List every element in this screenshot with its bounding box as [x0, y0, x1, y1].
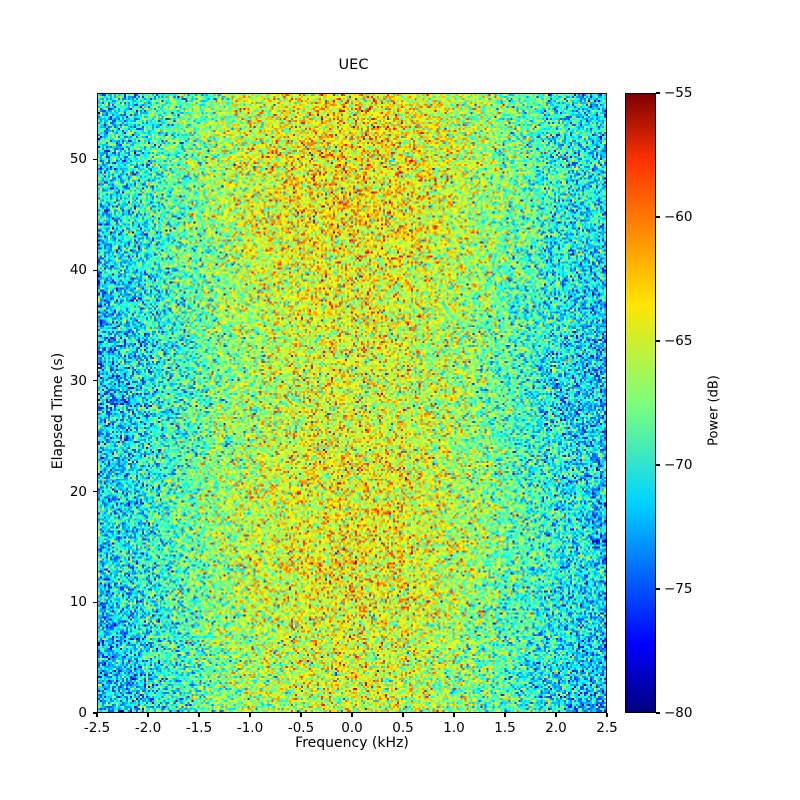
- spectrogram-plot-area[interactable]: [97, 93, 607, 713]
- x-tick-label: 1.0: [443, 720, 465, 736]
- x-tick-label: 0.0: [341, 720, 363, 736]
- colorbar-tick-label: −75: [664, 581, 693, 597]
- colorbar-gradient: [626, 94, 655, 712]
- x-tick-label: -0.5: [287, 720, 315, 736]
- x-tick-mark: [249, 713, 251, 717]
- colorbar-tick-mark: [656, 92, 660, 94]
- colorbar-tick-label: −70: [664, 457, 693, 473]
- title-line-station: UEC: [338, 57, 369, 74]
- x-tick-mark: [96, 713, 98, 717]
- y-tick-mark: [93, 712, 97, 714]
- colorbar-label: Power (dB): [706, 375, 722, 446]
- x-tick-mark: [300, 713, 302, 717]
- x-axis-label: Frequency (kHz): [295, 735, 409, 751]
- spectrogram-image: [98, 94, 606, 712]
- x-tick-mark: [402, 713, 404, 717]
- y-tick-mark: [93, 158, 97, 160]
- y-tick-label: 20: [69, 483, 87, 500]
- x-tick-mark: [198, 713, 200, 717]
- x-tick-label: -2.5: [83, 720, 111, 736]
- x-tick-mark: [606, 713, 608, 717]
- y-tick-label: 0: [78, 705, 87, 721]
- colorbar-tick-label: −65: [664, 333, 693, 349]
- x-tick-mark: [453, 713, 455, 717]
- y-tick-mark: [93, 601, 97, 603]
- y-axis-label: Elapsed Time (s): [50, 352, 66, 470]
- colorbar-tick-label: −80: [664, 705, 693, 721]
- y-tick-label: 50: [69, 151, 87, 168]
- colorbar[interactable]: [625, 93, 656, 713]
- colorbar-tick-mark: [656, 588, 660, 590]
- x-tick-label: -2.0: [134, 720, 162, 736]
- colorbar-tick-label: −55: [664, 85, 693, 101]
- y-tick-mark: [93, 269, 97, 271]
- x-tick-mark: [147, 713, 149, 717]
- colorbar-tick-mark: [656, 216, 660, 218]
- x-tick-label: 1.5: [494, 720, 516, 736]
- x-tick-label: -1.5: [185, 720, 213, 736]
- colorbar-tick-label: −60: [664, 209, 693, 225]
- y-tick-label: 40: [69, 262, 87, 279]
- x-tick-label: -1.0: [236, 720, 264, 736]
- colorbar-tick-mark: [656, 464, 660, 466]
- y-tick-label: 30: [69, 372, 87, 389]
- y-tick-label: 10: [69, 594, 87, 611]
- x-tick-label: 2.5: [596, 720, 618, 736]
- x-tick-label: 0.5: [392, 720, 414, 736]
- y-tick-mark: [93, 380, 97, 382]
- x-tick-mark: [351, 713, 353, 717]
- x-tick-label: 2.0: [545, 720, 567, 736]
- x-tick-mark: [555, 713, 557, 717]
- x-tick-mark: [504, 713, 506, 717]
- colorbar-tick-mark: [656, 340, 660, 342]
- y-tick-mark: [93, 491, 97, 493]
- colorbar-tick-mark: [656, 712, 660, 714]
